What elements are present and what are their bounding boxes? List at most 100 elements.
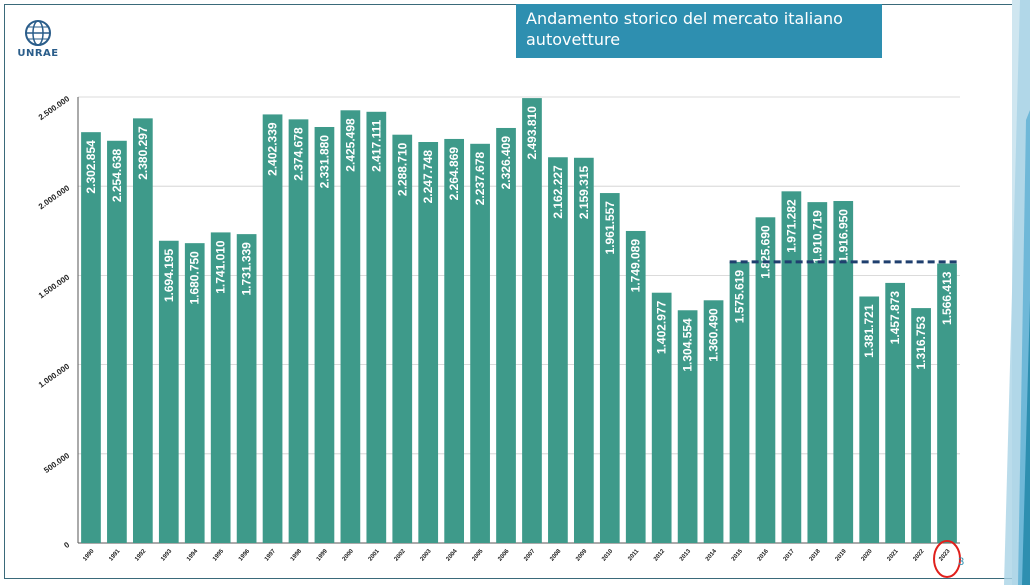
x-tick-label: 2004 [445,548,459,563]
y-tick-label: 2.000.000 [37,183,72,211]
bar [807,202,828,543]
y-tick-label: 2.500.000 [37,94,72,122]
y-tick-label: 0 [62,540,71,550]
data-label: 2.247.748 [421,150,435,204]
data-label: 2.159.315 [577,165,591,219]
bar [703,300,724,543]
data-label: 1.731.339 [240,242,254,296]
slide-title: Andamento storico del mercato italiano a… [516,4,882,58]
x-tick-label: 1995 [212,548,226,563]
bar [392,134,413,543]
data-label: 1.402.977 [655,300,669,354]
bar [314,126,335,543]
y-tick-label: 1.500.000 [37,272,72,300]
x-tick-label: 2021 [886,548,900,563]
bar [132,118,153,544]
x-tick-label: 2015 [731,548,745,563]
bar [651,292,672,543]
bar [573,157,594,543]
data-label: 2.162.227 [551,165,565,219]
bar [625,230,646,543]
bar [937,263,957,543]
x-tick-label: 1998 [290,548,304,563]
data-label: 1.575.619 [733,270,747,324]
data-label: 2.237.678 [473,151,487,205]
x-tick-label: 1996 [238,548,252,563]
bar [210,232,231,543]
data-label: 2.380.297 [136,126,150,180]
x-tick-label: 2009 [575,548,589,563]
data-label: 1.381.721 [862,304,876,358]
x-tick-label: 2018 [809,548,823,563]
data-label: 1.961.557 [603,201,617,255]
data-label: 2.417.111 [369,119,383,171]
x-tick-label: 2023 [938,548,952,563]
x-tick-label: 1992 [134,548,148,563]
bar [470,143,490,543]
bar [548,157,568,543]
data-label: 1.680.750 [188,251,202,305]
bar [444,138,465,543]
data-label: 1.694.195 [162,248,176,302]
data-label: 1.910.719 [810,210,824,264]
data-label: 1.304.554 [681,318,695,372]
bar [418,142,439,543]
data-label: 1.916.950 [836,209,850,263]
highlight-circle [933,540,962,578]
bar [911,308,931,543]
bar [107,140,127,543]
bar [288,119,309,543]
x-tick-label: 1997 [264,548,278,563]
x-tick-label: 2017 [783,548,797,563]
x-tick-label: 1999 [316,548,330,563]
y-tick-label: 500.000 [42,451,71,475]
bar [496,127,516,544]
data-label: 2.425.498 [343,118,357,172]
x-tick-label: 2002 [394,548,408,563]
x-tick-label: 2010 [601,548,615,563]
data-label: 2.288.710 [395,142,409,196]
x-tick-label: 2001 [368,548,382,563]
data-label: 1.825.690 [758,225,772,279]
y-tick-label: 1.000.000 [37,362,72,390]
bar [522,98,542,543]
data-label: 1.741.010 [214,240,228,294]
data-label: 1.360.490 [707,308,721,362]
x-tick-label: 2020 [861,548,875,563]
bar [184,243,205,543]
x-tick-label: 2016 [757,548,771,563]
bar [340,110,361,543]
data-label: 2.493.810 [525,106,539,160]
bar [781,191,802,543]
globe-icon [25,20,51,46]
unrae-logo: UNRAE [12,18,64,66]
x-tick-label: 2022 [912,548,926,563]
bar [366,111,387,543]
x-tick-label: 1991 [108,548,122,563]
x-tick-label: 2007 [523,548,537,563]
x-tick-label: 2019 [835,548,849,563]
x-tick-label: 1990 [82,548,96,563]
data-label: 2.402.339 [266,122,280,176]
data-label: 1.457.873 [888,291,902,345]
x-tick-label: 2000 [342,548,356,563]
data-label: 1.749.089 [629,239,643,293]
logo-text: UNRAE [17,48,59,59]
bar [236,234,257,543]
x-tick-label: 2011 [627,548,640,562]
data-label: 1.566.413 [940,271,954,325]
x-tick-label: 2005 [471,548,485,563]
data-label: 1.316.753 [914,316,928,370]
bar [262,114,283,543]
bar [158,240,179,543]
data-label: 2.331.880 [317,135,331,189]
bar [599,193,620,543]
data-label: 2.264.869 [447,147,461,201]
x-tick-label: 2006 [497,548,511,563]
bar [729,261,750,543]
data-label: 1.971.282 [784,199,798,253]
bar [885,282,906,543]
data-label: 2.302.854 [84,140,98,194]
data-label: 2.374.678 [292,127,306,181]
